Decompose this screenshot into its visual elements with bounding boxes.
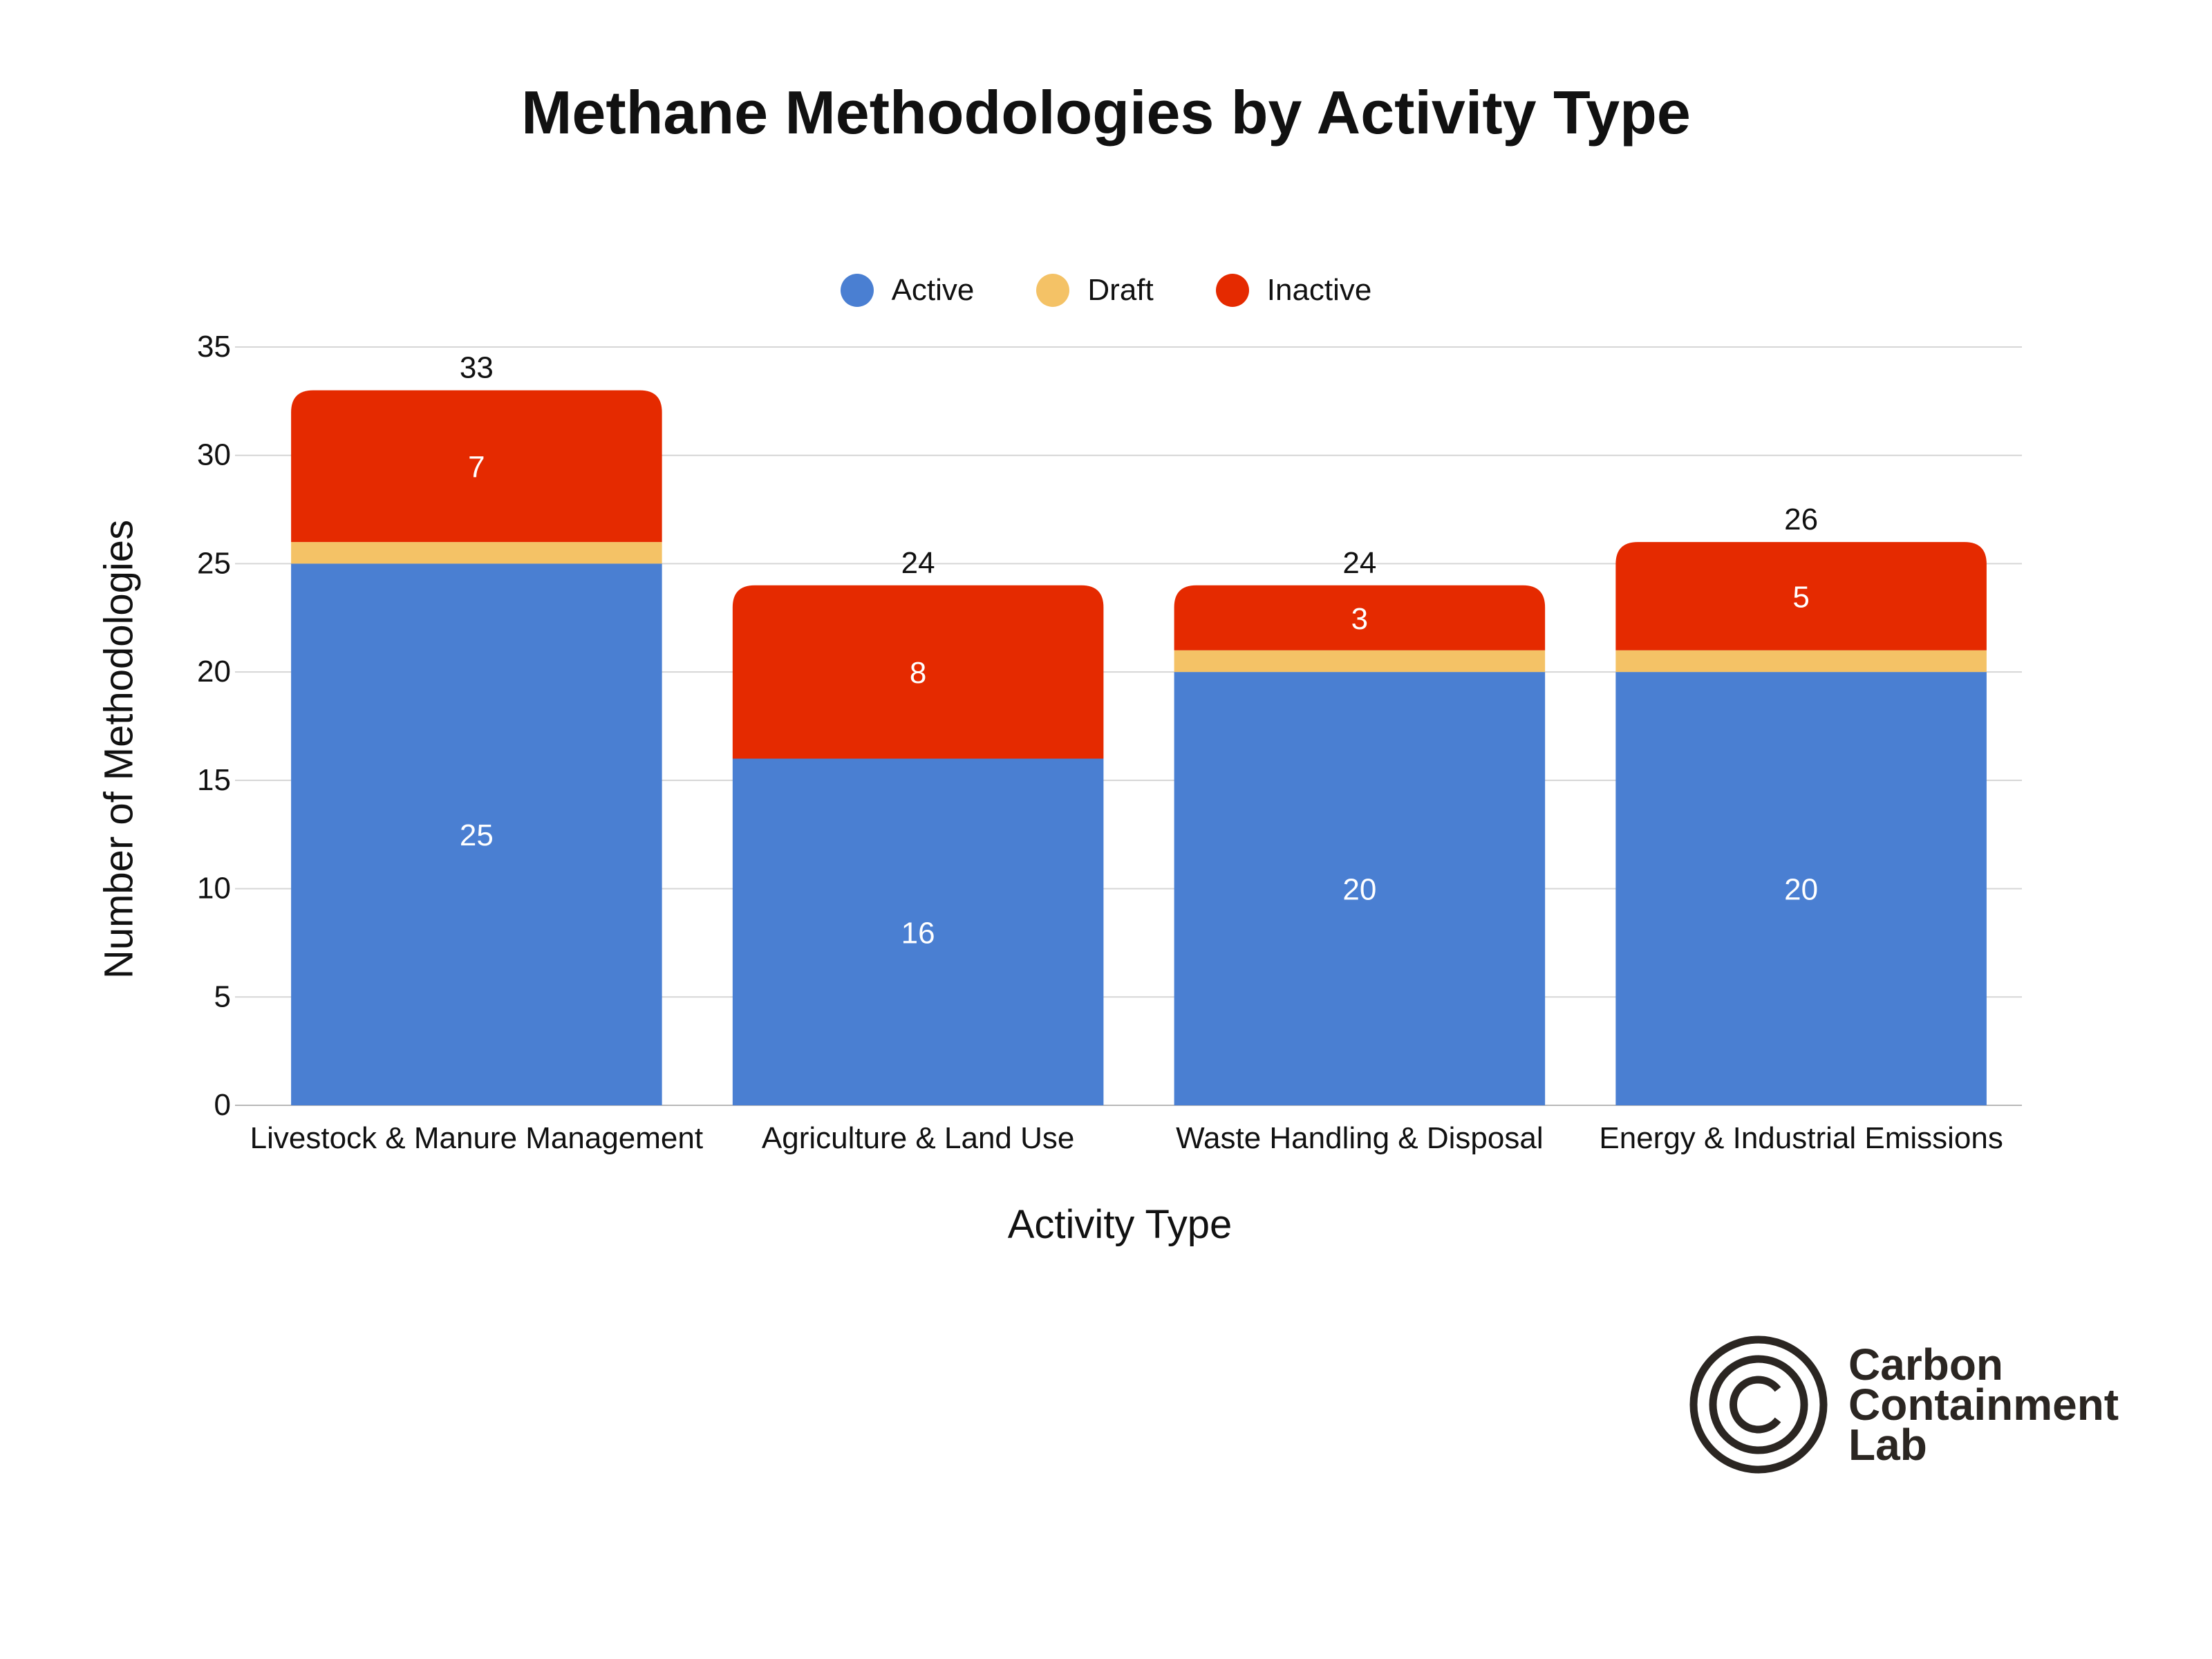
bar-segment-active	[1615, 672, 1987, 1105]
y-tick-label: 20	[197, 655, 231, 688]
bar-segment-inactive	[1174, 585, 1546, 650]
bar-segment-active	[732, 758, 1104, 1105]
chart-legend: Active Draft Inactive	[0, 266, 2212, 315]
data-label: 3	[1351, 602, 1368, 636]
x-axis-ticks: Livestock & Manure Management Agriculture…	[250, 1121, 2003, 1155]
total-label: 33	[460, 351, 494, 385]
x-tick-label: Livestock & Manure Management	[250, 1121, 703, 1155]
data-label: 20	[1342, 873, 1376, 907]
bar-segment-active	[1174, 672, 1546, 1105]
legend-label: Draft	[1087, 273, 1154, 307]
chart-title: Methane Methodologies by Activity Type	[521, 78, 1691, 147]
y-tick-label: 10	[197, 872, 231, 906]
legend-item-inactive: Inactive	[1215, 273, 1372, 308]
y-tick-label: 15	[197, 763, 231, 797]
legend-label: Inactive	[1266, 273, 1372, 307]
data-labels: 25 7 33 16 8 24 20 3 24 20 5 26	[460, 351, 1818, 950]
carbon-containment-lab-logo: Carbon Containment Lab	[1689, 1335, 2119, 1474]
total-label: 26	[1784, 503, 1818, 536]
y-tick-label: 0	[214, 1088, 231, 1122]
bars	[291, 390, 1987, 1105]
logo-text-line: Carbon	[1848, 1340, 2003, 1389]
y-tick-label: 5	[214, 980, 231, 1013]
x-tick-label: Energy & Industrial Emissions	[1599, 1121, 2003, 1155]
total-label: 24	[901, 546, 935, 580]
logo-text-line: Lab	[1848, 1420, 1927, 1470]
legend-label: Active	[891, 273, 975, 307]
logo-text-line: Containment	[1848, 1380, 2119, 1430]
data-label: 5	[1792, 580, 1809, 614]
data-label: 7	[468, 450, 485, 484]
bar-segment-active	[291, 563, 662, 1105]
logo-mark-icon	[1689, 1335, 1828, 1474]
y-axis-label: Number of Methodologies	[96, 519, 142, 980]
data-label: 8	[910, 656, 926, 690]
x-tick-label: Agriculture & Land Use	[762, 1121, 1074, 1155]
data-label: 16	[901, 916, 935, 950]
y-tick-label: 30	[197, 438, 231, 472]
x-tick-label: Waste Handling & Disposal	[1176, 1121, 1544, 1155]
legend-item-active: Active	[840, 273, 975, 308]
legend-swatch	[1215, 274, 1249, 307]
total-label: 24	[1342, 546, 1376, 580]
data-label: 20	[1784, 873, 1818, 907]
bar-segment-draft	[291, 542, 662, 564]
legend-swatch	[1036, 274, 1070, 307]
legend-item-draft: Draft	[1036, 273, 1154, 308]
bar-segment-inactive	[1615, 542, 1987, 650]
bar-segment-draft	[1615, 650, 1987, 673]
bar-segment-draft	[1174, 650, 1546, 673]
bar-segment-inactive	[291, 390, 662, 543]
bar-segment-inactive	[732, 585, 1104, 759]
data-label: 25	[460, 818, 494, 852]
legend-swatch	[840, 274, 874, 307]
x-axis-label: Activity Type	[1007, 1202, 1232, 1247]
y-axis-ticks: 0 5 10 15 20 25 30 35	[197, 330, 231, 1122]
y-tick-label: 35	[197, 330, 231, 364]
y-tick-label: 25	[197, 546, 231, 580]
